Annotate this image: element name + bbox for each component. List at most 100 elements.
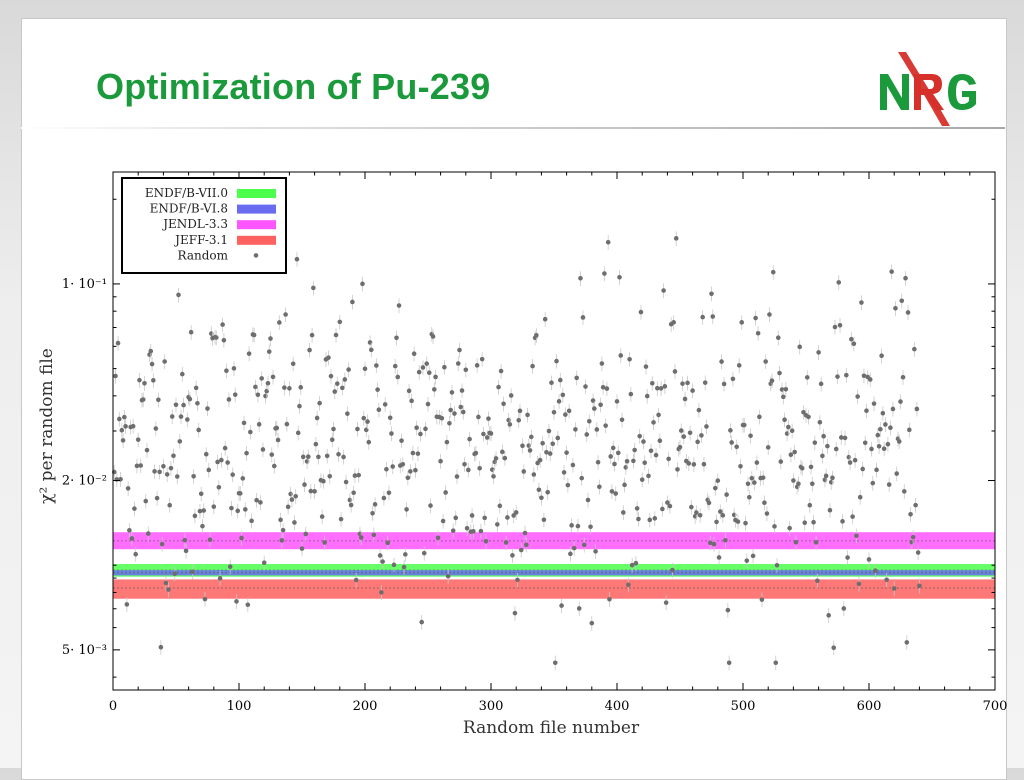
data-point	[706, 500, 712, 506]
data-point	[424, 361, 430, 366]
data-point	[130, 423, 136, 429]
data-point	[724, 492, 729, 497]
data-point	[443, 490, 448, 495]
data-point	[256, 422, 262, 427]
data-point	[715, 478, 721, 483]
data-point	[832, 324, 838, 330]
data-point	[217, 576, 223, 581]
data-point	[183, 548, 189, 554]
data-point	[246, 351, 252, 356]
data-point	[593, 549, 598, 554]
data-point	[513, 510, 519, 515]
legend-label: ENDF/B-VII.0	[145, 186, 228, 200]
data-point	[442, 364, 447, 370]
data-point	[313, 441, 319, 447]
data-point	[168, 465, 174, 471]
data-point	[638, 309, 644, 315]
data-point	[254, 497, 259, 503]
data-point	[549, 380, 554, 385]
data-point	[647, 517, 653, 523]
data-point	[215, 459, 220, 465]
data-point	[173, 402, 179, 408]
data-point	[163, 580, 169, 586]
data-point	[576, 606, 582, 611]
data-point	[874, 467, 879, 473]
data-point	[537, 457, 543, 463]
data-point	[845, 555, 850, 560]
data-point	[488, 431, 494, 436]
data-point	[148, 348, 154, 354]
data-point	[337, 319, 343, 325]
data-point	[660, 506, 665, 512]
data-point	[374, 363, 379, 368]
data-point	[314, 415, 320, 421]
data-point	[350, 299, 355, 305]
data-point	[512, 610, 518, 616]
data-point	[890, 406, 896, 412]
data-point	[736, 363, 742, 368]
data-point	[826, 613, 831, 618]
data-point	[322, 540, 327, 545]
data-point	[527, 448, 533, 453]
data-point	[597, 484, 602, 490]
data-point	[479, 356, 485, 362]
data-point	[331, 426, 336, 432]
data-point	[747, 494, 752, 500]
data-point	[298, 385, 304, 390]
data-point	[345, 411, 350, 416]
y-tick-label: 1· 10⁻¹	[62, 277, 107, 292]
data-point	[278, 517, 283, 523]
data-point	[560, 392, 566, 398]
data-point	[614, 399, 620, 404]
data-point	[898, 399, 903, 404]
data-point	[726, 660, 732, 666]
data-point	[775, 335, 781, 341]
data-point	[453, 515, 459, 521]
data-point	[457, 347, 462, 353]
data-point	[835, 374, 840, 379]
data-point	[508, 393, 514, 398]
data-point	[340, 385, 345, 391]
data-point	[394, 335, 399, 341]
data-point	[663, 600, 669, 605]
data-point	[728, 428, 733, 433]
data-point	[476, 414, 481, 420]
data-point	[852, 457, 858, 463]
data-point	[239, 535, 244, 541]
data-point	[382, 402, 388, 407]
data-point	[372, 502, 378, 507]
data-point	[174, 474, 180, 479]
data-point	[787, 525, 792, 531]
data-point	[604, 386, 610, 391]
data-point	[365, 419, 370, 424]
data-point	[182, 537, 188, 543]
data-point	[847, 460, 853, 465]
data-point	[760, 475, 766, 480]
data-point	[838, 435, 844, 440]
data-point	[266, 349, 272, 354]
data-point	[770, 269, 776, 275]
data-point	[867, 377, 873, 382]
data-point	[241, 420, 247, 426]
data-point	[700, 314, 705, 320]
data-point	[297, 403, 302, 409]
data-point	[849, 336, 854, 342]
logo-accent-stroke	[898, 52, 950, 126]
data-point	[641, 439, 646, 444]
data-point	[284, 421, 290, 427]
legend-label: JENDL-3.3	[161, 217, 228, 231]
data-point	[445, 573, 451, 579]
data-point	[269, 452, 275, 457]
data-point	[891, 586, 897, 591]
data-point	[157, 469, 162, 475]
data-point	[704, 424, 709, 429]
data-point	[884, 577, 889, 583]
data-point	[411, 351, 417, 357]
data-point	[777, 370, 782, 376]
data-point	[496, 384, 501, 390]
data-point	[396, 303, 402, 308]
data-point	[870, 480, 876, 486]
data-point	[569, 523, 574, 528]
data-point	[115, 340, 121, 346]
data-point	[421, 550, 427, 556]
